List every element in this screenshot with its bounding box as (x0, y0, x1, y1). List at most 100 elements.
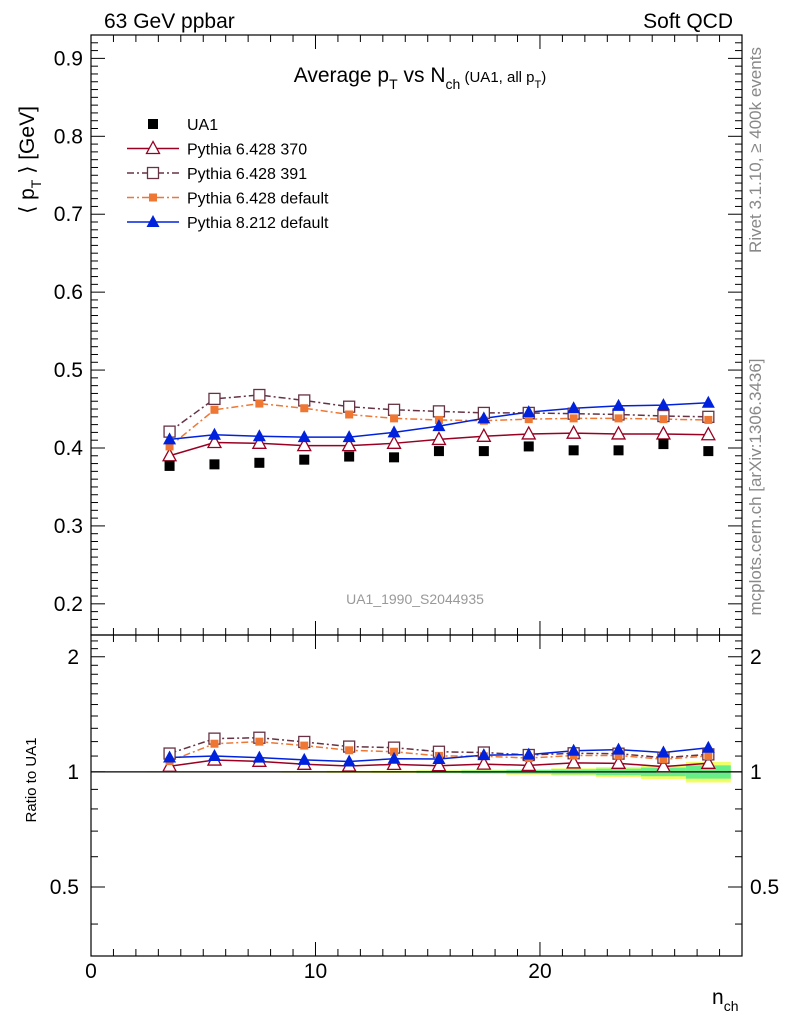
series-point-0-11 (655, 425, 672, 440)
series-point-2-10 (614, 414, 623, 423)
series-point-2-9 (569, 414, 578, 423)
ratio-point-3-9 (567, 743, 581, 756)
series-point-3-3 (297, 430, 311, 443)
title-mid-sub: ch (446, 76, 461, 92)
title-mid: vs N (398, 64, 446, 87)
ratio-point-2-11 (659, 755, 668, 764)
ratio-tick-label-left-0.5: 0.5 (50, 876, 79, 899)
x-axis-label: nch (712, 986, 738, 1014)
series-point-0-12 (700, 426, 716, 441)
ylabel-pre: ⟨ p (16, 188, 39, 214)
legend-marker-2 (149, 193, 157, 202)
ratio-point-2-12 (704, 751, 713, 760)
legend: UA1 Pythia 6.428 370 Pythia 6.428 391 Pythi… (127, 117, 329, 232)
series-point-0-10 (610, 425, 627, 440)
series-point-2-12 (704, 415, 713, 424)
ratio-point-2-4 (345, 746, 354, 755)
ratio-point-2-1 (210, 739, 219, 748)
ratio-point-3-1 (207, 749, 221, 762)
legend-label-2: Pythia 6.428 default (187, 191, 329, 208)
ratio-point-3-4 (342, 754, 356, 767)
y-tick-label-0.3: 0.3 (54, 515, 83, 538)
series-point-3-12 (701, 395, 715, 408)
ratio-point-3-5 (387, 751, 401, 764)
series-point-2-2 (255, 399, 264, 408)
data-point-12 (703, 446, 714, 457)
title-small-end: ) (541, 69, 546, 86)
ratio-point-3-0 (163, 750, 177, 763)
ratio-point-2-2 (255, 737, 264, 746)
series-point-3-2 (252, 429, 266, 442)
xlabel-sub: ch (724, 998, 739, 1014)
ratio-tick-label-right-1: 1 (750, 761, 762, 784)
ratio-point-3-2 (252, 750, 266, 763)
analysis-id: UA1_1990_S2044935 (346, 591, 484, 607)
legend-marker-data (148, 119, 158, 129)
x-tick-label-20: 20 (528, 960, 551, 983)
data-point-7 (478, 446, 489, 457)
ratio-point-0-6 (431, 757, 447, 772)
series-point-2-8 (524, 415, 533, 424)
ratio-point-0-0 (161, 757, 178, 772)
series-point-2-5 (390, 414, 399, 423)
y-tick-label-0.6: 0.6 (54, 281, 83, 304)
ratio-point-0-11 (655, 758, 672, 773)
series-point-3-0 (163, 432, 177, 445)
x-tick-label-0: 0 (85, 960, 97, 983)
series-point-2-11 (659, 415, 668, 424)
series-point-1-5 (387, 403, 401, 416)
title-small-sub: T (535, 79, 542, 91)
ratio-tick-label-left-1: 1 (67, 761, 79, 784)
y-tick-label-0.7: 0.7 (54, 203, 83, 226)
series-point-3-11 (656, 398, 670, 411)
series-point-0-6 (431, 431, 447, 446)
series-point-1-2 (253, 388, 266, 402)
data-point-2 (254, 457, 265, 468)
ratio-point-0-12 (700, 754, 716, 769)
y-tick-label-0.4: 0.4 (54, 437, 84, 460)
x-tick-label-10: 10 (304, 960, 327, 983)
data-point-1 (209, 459, 220, 470)
series-point-3-6 (432, 419, 446, 432)
ratio-point-0-9 (566, 754, 582, 769)
axes: 0 10 20 0.2 0.3 0.4 0.5 0.6 0.7 0.8 0.9 0.5 0.5 1 1 2 2 (50, 34, 779, 983)
data-point-4 (344, 451, 355, 462)
y-tick-label-0.8: 0.8 (54, 125, 83, 148)
title-main: Average p (294, 64, 389, 87)
series-point-3-1 (207, 427, 221, 440)
xlabel-main: n (712, 986, 724, 1009)
ratio-point-3-11 (656, 745, 670, 758)
legend-marker-1 (146, 166, 160, 180)
ratio-point-3-6 (432, 751, 446, 764)
series-point-3-4 (342, 430, 356, 443)
data-point-9 (568, 445, 579, 456)
series-point-3-7 (477, 411, 491, 424)
y-tick-label-0.5: 0.5 (54, 359, 83, 382)
y-tick-label-0.2: 0.2 (54, 593, 83, 616)
data-point-3 (299, 454, 310, 465)
ratio-point-0-8 (521, 757, 537, 772)
data-point-10 (613, 445, 624, 456)
data-point-11 (658, 439, 669, 450)
series-point-0-2 (251, 434, 267, 449)
ratio-tick-label-right-2: 2 (750, 646, 762, 669)
series-point-0-7 (476, 427, 492, 442)
legend-label-3: Pythia 8.212 default (187, 215, 329, 232)
series-point-2-3 (300, 404, 309, 413)
legend-marker-3 (146, 215, 160, 227)
ratio-point-0-10 (610, 754, 627, 769)
series-point-2-0 (165, 442, 174, 451)
ratio-point-3-10 (612, 742, 626, 755)
y-axis-label: ⟨ pT ⟩ [GeV] (16, 106, 44, 214)
legend-label-0: Pythia 6.428 370 (187, 142, 307, 159)
process-label: Soft QCD (643, 10, 733, 33)
series-point-0-4 (341, 437, 357, 452)
title-small: (UA1, all p (460, 69, 534, 86)
ratio-point-3-8 (522, 747, 536, 760)
energy-label: 63 GeV ppbar (104, 10, 235, 33)
ratio-point-3-12 (701, 740, 715, 753)
series-point-1-1 (208, 392, 221, 406)
series-point-3-5 (387, 425, 401, 438)
ratio-point-3-7 (477, 748, 491, 761)
